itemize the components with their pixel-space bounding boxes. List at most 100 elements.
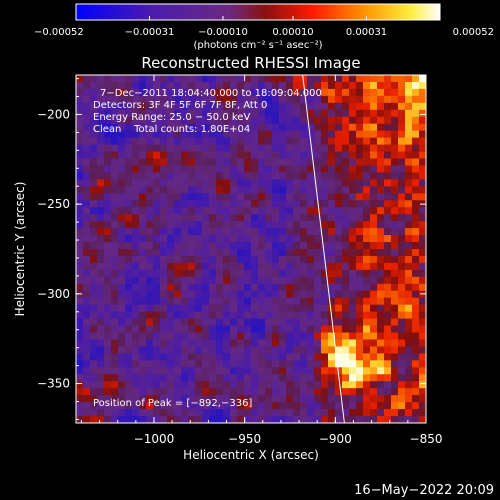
heatmap-cell [412, 367, 420, 375]
heatmap-cell [398, 179, 406, 187]
heatmap-cell [349, 402, 357, 410]
heatmap-cell [412, 332, 420, 341]
heatmap-cell [202, 158, 210, 167]
heatmap-cell [384, 409, 392, 417]
heatmap-cell [160, 172, 168, 180]
heatmap-cell [139, 165, 147, 174]
heatmap-cell [384, 235, 392, 243]
heatmap-cell [342, 165, 350, 174]
heatmap-cell [125, 360, 133, 368]
heatmap-cell [251, 325, 259, 334]
heatmap-cell [104, 346, 112, 354]
heatmap-cell [111, 360, 119, 368]
heatmap-cell [300, 207, 308, 215]
heatmap-cell [342, 381, 350, 389]
heatmap-cell [97, 221, 105, 229]
heatmap-cell [223, 75, 231, 83]
heatmap-cell [335, 235, 343, 243]
heatmap-cell [300, 332, 308, 341]
heatmap-cell [272, 346, 280, 354]
heatmap-cell [356, 255, 364, 264]
heatmap-cell [321, 346, 329, 354]
heatmap-cell [125, 290, 133, 299]
heatmap-cell [265, 75, 273, 83]
heatmap-cell [251, 353, 259, 361]
heatmap-cell [405, 255, 413, 264]
heatmap-cell [349, 283, 357, 292]
heatmap-cell [363, 416, 371, 423]
heatmap-cell [265, 214, 273, 222]
heatmap-cell [405, 88, 413, 97]
heatmap-cell [398, 193, 406, 201]
heatmap-cell [167, 179, 175, 187]
heatmap-cell [356, 242, 364, 250]
heatmap-cell [230, 109, 238, 118]
heatmap-cell [405, 242, 413, 250]
heatmap-cell [111, 95, 119, 104]
heatmap-cell [76, 186, 84, 194]
heatmap-cell [307, 186, 315, 194]
heatmap-cell [139, 311, 147, 320]
heatmap-cell [258, 123, 266, 132]
heatmap-cell [139, 221, 147, 229]
heatmap-cell [335, 179, 343, 187]
heatmap-cell [174, 353, 182, 361]
heatmap-cell [111, 123, 119, 132]
heatmap-cell [181, 304, 189, 313]
heatmap-cell [307, 193, 315, 201]
heatmap-cell [90, 123, 98, 132]
heatmap-cell [139, 325, 147, 334]
heatmap-cell [405, 228, 413, 236]
heatmap-cell [202, 353, 210, 361]
heatmap-cell [265, 297, 273, 306]
heatmap-cell [279, 374, 287, 382]
heatmap-cell [265, 388, 273, 396]
heatmap-cell [265, 367, 273, 375]
heatmap-cell [321, 214, 329, 222]
heatmap-cell [76, 304, 84, 313]
heatmap-cell [111, 346, 119, 354]
heatmap-cell [244, 262, 252, 271]
heatmap-cell [279, 116, 287, 125]
heatmap-cell [300, 388, 308, 396]
heatmap-cell [412, 158, 420, 167]
heatmap-cell [272, 360, 280, 368]
heatmap-cell [237, 360, 245, 368]
heatmap-cell [111, 311, 119, 320]
heatmap-cell [139, 116, 147, 125]
heatmap-cell [349, 81, 357, 90]
heatmap-cell [377, 179, 385, 187]
heatmap-cell [230, 269, 238, 278]
heatmap-cell [279, 102, 287, 111]
heatmap-cell [314, 346, 322, 354]
heatmap-cell [405, 325, 413, 334]
heatmap-cell [132, 137, 140, 146]
heatmap-cell [111, 151, 119, 160]
heatmap-cell [153, 179, 161, 187]
heatmap-cell [391, 367, 399, 375]
heatmap-cell [104, 81, 112, 90]
heatmap-cell [300, 346, 308, 354]
plot-frame [75, 74, 427, 424]
heatmap-cell [181, 95, 189, 104]
heatmap-cell [314, 249, 322, 257]
heatmap-cell [118, 325, 126, 334]
heatmap-cell [293, 269, 301, 278]
heatmap-cell [356, 186, 364, 194]
heatmap-cell [265, 165, 273, 174]
heatmap-cell [223, 242, 231, 250]
heatmap-cell [363, 116, 371, 125]
heatmap-cell [216, 325, 224, 334]
heatmap-cell [167, 95, 175, 104]
heatmap-cell [125, 409, 133, 417]
heatmap-cell [321, 95, 329, 104]
heatmap-cell [97, 346, 105, 354]
heatmap-cell [146, 367, 154, 375]
heatmap-cell [90, 304, 98, 313]
heatmap-cell [174, 179, 182, 187]
heatmap-cell [83, 388, 91, 396]
heatmap-cell [335, 283, 343, 292]
heatmap-cell [391, 332, 399, 341]
heatmap-cell [342, 388, 350, 396]
heatmap-cell [300, 193, 308, 201]
